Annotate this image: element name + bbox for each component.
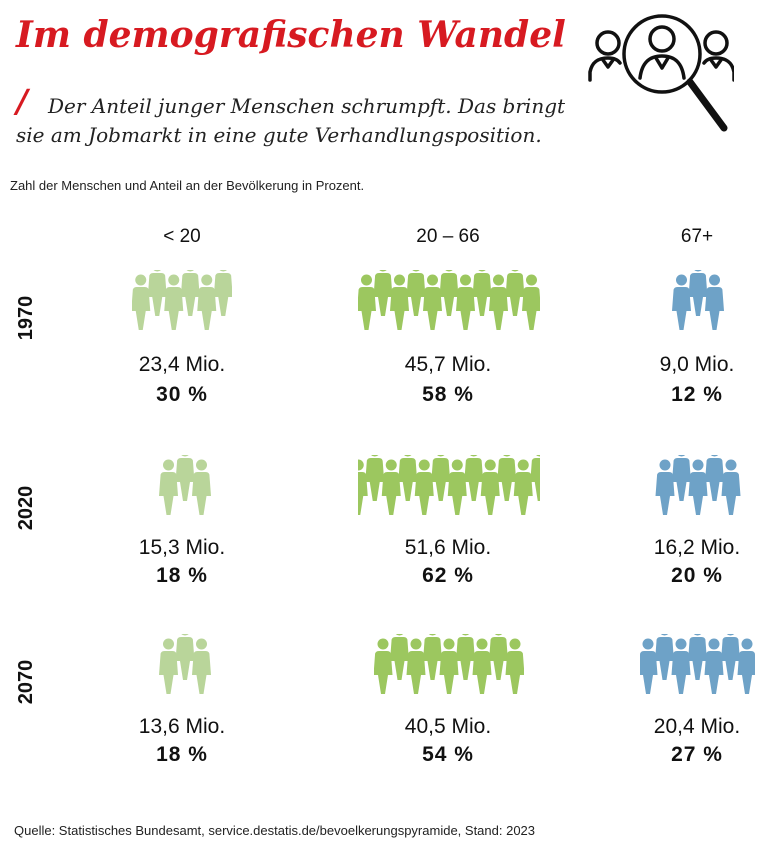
person-icon xyxy=(192,638,211,694)
value-mio-2070-under-20: 13,6 Mio. xyxy=(138,715,226,738)
person-icon xyxy=(497,455,517,501)
value-mio-1970-20-66: 45,7 Mio. xyxy=(404,353,492,376)
value-pct-2070-67-plus: 27 % xyxy=(671,743,723,766)
person-icon xyxy=(721,634,740,680)
person-icon xyxy=(489,274,508,330)
person-icon xyxy=(447,459,467,515)
pictogram-2070-67-plus xyxy=(640,634,755,694)
pictogram-1970-67-plus xyxy=(672,270,724,330)
column-header-20-66: 20 – 66 xyxy=(416,226,480,247)
value-mio-2070-67-plus: 20,4 Mio. xyxy=(653,715,741,738)
value-mio-1970-under-20: 23,4 Mio. xyxy=(138,353,226,376)
person-icon xyxy=(132,274,151,330)
value-pct-1970-20-66: 58 % xyxy=(422,383,474,406)
person-icon xyxy=(175,634,195,680)
person-icon xyxy=(513,459,533,515)
person-icon xyxy=(655,459,675,515)
value-pct-2070-under-20: 18 % xyxy=(156,743,208,766)
people-magnifier-icon xyxy=(588,14,734,132)
person-icon xyxy=(390,274,409,330)
value-pct-1970-67-plus: 12 % xyxy=(671,383,723,406)
person-icon xyxy=(192,459,211,515)
year-label-2020: 2020 xyxy=(15,485,37,531)
chart-title: Im demografischen Wandel xyxy=(16,14,566,56)
person-icon xyxy=(721,459,741,515)
value-pct-2020-20-66: 62 % xyxy=(422,564,474,587)
person-icon xyxy=(164,274,184,330)
person-icon xyxy=(505,270,525,316)
person-icon xyxy=(374,638,393,694)
pictogram-1970-under-20 xyxy=(132,270,232,330)
person-icon xyxy=(704,638,724,694)
person-icon xyxy=(390,634,409,680)
person-icon xyxy=(159,638,178,694)
year-label-1970: 1970 xyxy=(15,295,37,341)
title-slash: / xyxy=(16,82,28,120)
value-mio-1970-67-plus: 9,0 Mio. xyxy=(659,353,735,376)
value-mio-2020-20-66: 51,6 Mio. xyxy=(404,536,492,559)
person-icon xyxy=(505,638,524,694)
column-header-67-plus: 67+ xyxy=(680,226,714,247)
person-icon xyxy=(655,634,674,680)
person-icon xyxy=(464,455,484,501)
value-pct-2020-67-plus: 20 % xyxy=(671,564,723,587)
source-note: Quelle: Statistisches Bundesamt, service… xyxy=(14,823,536,838)
value-mio-2070-20-66: 40,5 Mio. xyxy=(404,715,492,738)
person-icon xyxy=(672,274,691,330)
pictogram-2070-20-66 xyxy=(374,634,524,694)
person-icon xyxy=(688,270,708,316)
person-icon xyxy=(147,270,167,316)
value-pct-2070-20-66: 54 % xyxy=(422,743,474,766)
pictogram-2020-under-20 xyxy=(159,455,211,515)
pictogram-1970-20-66 xyxy=(358,270,540,330)
person-icon xyxy=(365,455,385,501)
person-icon xyxy=(456,634,475,680)
person-icon xyxy=(737,638,755,694)
person-icon xyxy=(705,274,724,330)
value-pct-2020-under-20: 18 % xyxy=(156,564,208,587)
chart-subtitle: Der Anteil junger Menschen schrumpft. Da… xyxy=(16,94,566,147)
chart-caption: Zahl der Menschen und Anteil an der Bevö… xyxy=(10,178,365,193)
person-icon xyxy=(522,274,540,330)
person-icon xyxy=(180,270,200,316)
person-icon xyxy=(480,459,500,515)
person-icon xyxy=(213,270,232,316)
person-icon xyxy=(406,270,426,316)
column-header-under-20: < 20 xyxy=(163,226,201,247)
person-icon xyxy=(472,638,492,694)
person-icon xyxy=(381,459,401,515)
person-icon xyxy=(489,634,508,680)
person-icon xyxy=(456,274,475,330)
person-icon xyxy=(688,634,707,680)
person-icon xyxy=(671,638,691,694)
person-icon xyxy=(472,270,492,316)
pictogram-2070-under-20 xyxy=(159,634,211,694)
pictogram-2020-20-66 xyxy=(358,455,540,515)
person-icon xyxy=(358,274,376,330)
person-icon xyxy=(439,270,459,316)
person-icon xyxy=(423,274,442,330)
person-icon xyxy=(688,459,708,515)
value-pct-1970-under-20: 30 % xyxy=(156,383,208,406)
person-icon xyxy=(705,455,724,501)
person-icon xyxy=(175,455,195,501)
value-mio-2020-67-plus: 16,2 Mio. xyxy=(653,536,741,559)
person-icon xyxy=(373,270,393,316)
year-label-2070: 2070 xyxy=(15,659,37,705)
person-icon xyxy=(439,638,459,694)
person-icon xyxy=(530,455,540,501)
person-icon xyxy=(398,455,418,501)
pictogram-2020-67-plus xyxy=(655,455,741,515)
person-icon xyxy=(423,634,442,680)
person-icon xyxy=(159,459,178,515)
person-icon xyxy=(431,455,451,501)
person-icon xyxy=(640,638,658,694)
person-icon xyxy=(406,638,426,694)
value-mio-2020-under-20: 15,3 Mio. xyxy=(138,536,226,559)
person-icon xyxy=(414,459,434,515)
person-icon xyxy=(197,274,217,330)
person-icon xyxy=(358,459,368,515)
person-icon xyxy=(672,455,691,501)
